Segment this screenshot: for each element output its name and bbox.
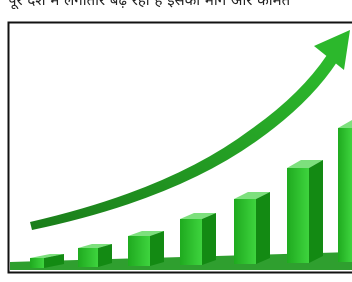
- growth-illustration: [0, 0, 352, 282]
- page: {"caption": "पूरे देश में लगातार बढ़ रही…: [0, 0, 352, 282]
